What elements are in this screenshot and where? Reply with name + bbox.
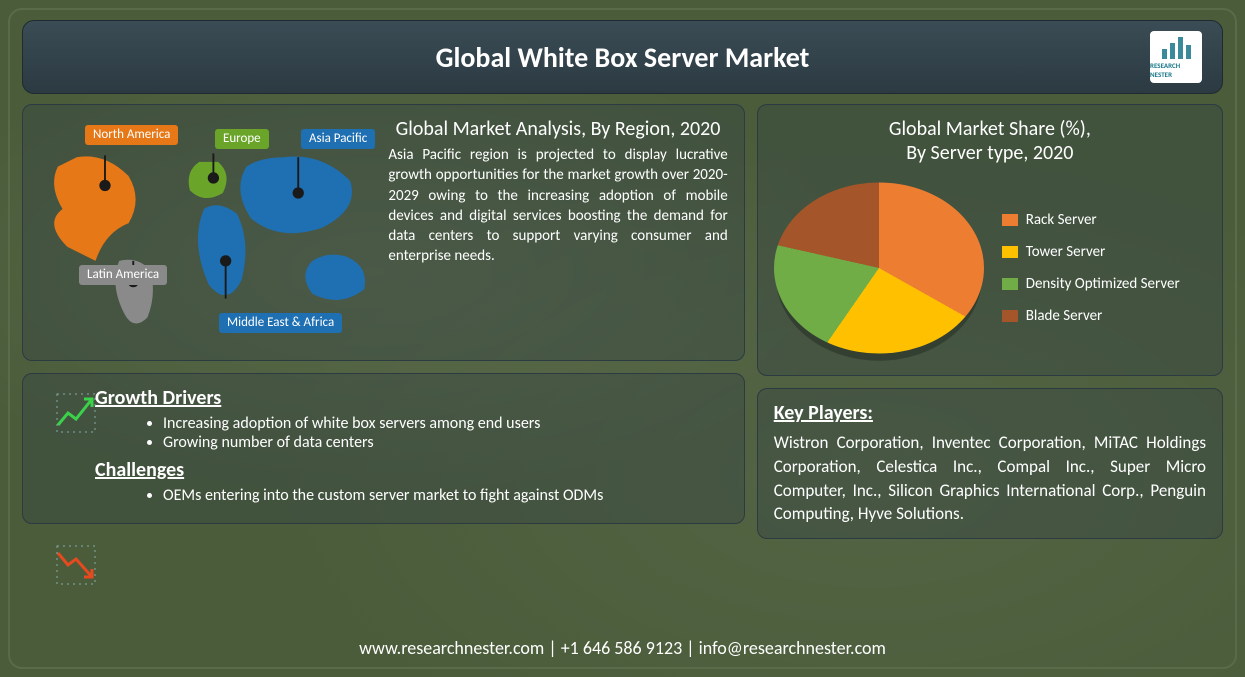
- analysis-panel: North America Europe Asia Pacific Latin Ame…: [22, 104, 745, 361]
- legend-label: Rack Server: [1026, 211, 1097, 229]
- legend-swatch-icon: [1002, 214, 1018, 226]
- analysis-body: Asia Pacific region is projected to disp…: [388, 145, 727, 267]
- legend-label: Density Optimized Server: [1026, 275, 1180, 293]
- list-item: Growing number of data centers: [163, 433, 728, 452]
- region-label: Latin America: [79, 265, 167, 285]
- list-item: Increasing adoption of white box servers…: [163, 414, 728, 433]
- region-label: Middle East & Africa: [219, 313, 342, 333]
- region-label: North America: [85, 125, 178, 145]
- title-bar: Global White Box Server Market RESEARCH …: [22, 20, 1223, 94]
- content-grid: North America Europe Asia Pacific Latin Ame…: [22, 104, 1223, 623]
- legend-item: Blade Server: [1002, 307, 1180, 325]
- analysis-heading: Global Market Analysis, By Region, 2020: [388, 117, 727, 141]
- drivers-challenges-panel: Growth Drivers Increasing adoption of wh…: [22, 373, 745, 524]
- growth-section: Growth Drivers Increasing adoption of wh…: [39, 386, 728, 452]
- challenges-list: OEMs entering into the custom server mar…: [163, 486, 728, 505]
- pie-title: Global Market Share (%), By Server type,…: [774, 117, 1206, 165]
- right-column: Global Market Share (%), By Server type,…: [757, 104, 1223, 623]
- pie-title-line2: By Server type, 2020: [906, 141, 1073, 165]
- keyplayers-title: Key Players:: [774, 401, 1206, 425]
- pie-chart: [774, 183, 984, 354]
- legend-label: Blade Server: [1026, 307, 1103, 325]
- growth-trend-icon: [53, 390, 99, 436]
- legend-item: Tower Server: [1002, 243, 1180, 261]
- challenges-section: Challenges OEMs entering into the custom…: [39, 458, 728, 505]
- left-column: North America Europe Asia Pacific Latin Ame…: [22, 104, 745, 623]
- pie-title-line1: Global Market Share (%),: [889, 117, 1091, 141]
- legend-swatch-icon: [1002, 278, 1018, 290]
- outer-frame: Global White Box Server Market RESEARCH …: [8, 8, 1237, 669]
- pie-wrap: Rack Server Tower Server Density Optimized…: [774, 173, 1206, 363]
- challenges-title: Challenges: [95, 458, 728, 482]
- region-label: Europe: [215, 129, 269, 149]
- keyplayers-panel: Key Players: Wistron Corporation, Invent…: [757, 388, 1223, 539]
- analysis-text: Global Market Analysis, By Region, 2020 …: [388, 117, 727, 348]
- region-label: Asia Pacific: [301, 129, 375, 149]
- world-map: North America Europe Asia Pacific Latin Ame…: [39, 117, 378, 348]
- page-title: Global White Box Server Market: [95, 40, 1150, 75]
- brand-logo: RESEARCH NESTER: [1150, 31, 1202, 83]
- logo-bars-icon: [1162, 35, 1191, 59]
- legend-item: Rack Server: [1002, 211, 1180, 229]
- list-item: OEMs entering into the custom server mar…: [163, 486, 728, 505]
- legend-item: Density Optimized Server: [1002, 275, 1180, 293]
- legend-swatch-icon: [1002, 310, 1018, 322]
- challenge-trend-icon: [53, 542, 99, 588]
- keyplayers-body: Wistron Corporation, Inventec Corporatio…: [774, 431, 1206, 526]
- legend-label: Tower Server: [1026, 243, 1106, 261]
- growth-list: Increasing adoption of white box servers…: [163, 414, 728, 452]
- footer-contact: www.researchnester.com | +1 646 586 9123…: [22, 633, 1223, 659]
- brand-logo-label: RESEARCH NESTER: [1150, 61, 1202, 79]
- legend-swatch-icon: [1002, 246, 1018, 258]
- pie-legend: Rack Server Tower Server Density Optimized…: [1002, 211, 1180, 325]
- pie-panel: Global Market Share (%), By Server type,…: [757, 104, 1223, 376]
- growth-title: Growth Drivers: [95, 386, 728, 410]
